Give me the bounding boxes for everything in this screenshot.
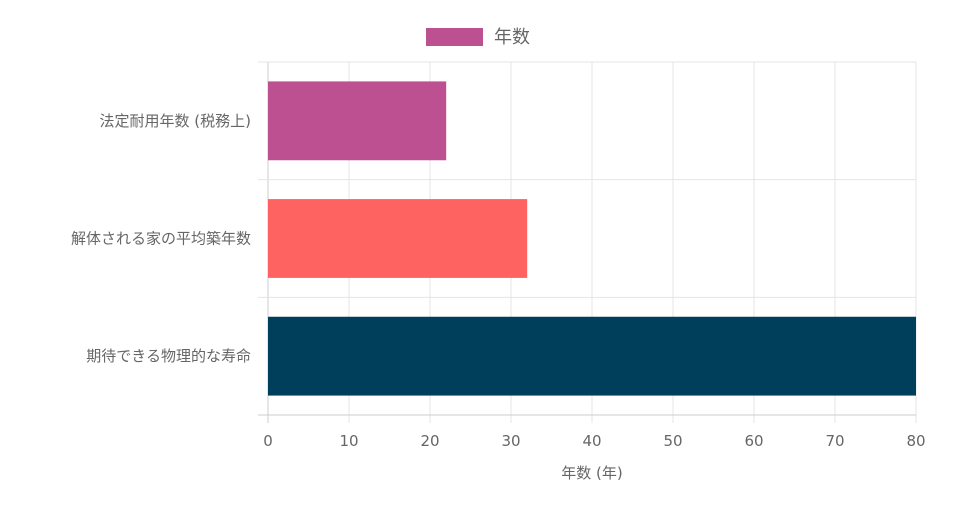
legend[interactable]: 年数	[426, 27, 530, 48]
y-tick-label: 期待できる物理的な寿命	[86, 347, 251, 365]
x-tick-label: 20	[420, 432, 439, 450]
x-tick-label: 30	[501, 432, 520, 450]
x-tick-label: 10	[339, 432, 358, 450]
bar[interactable]	[268, 81, 447, 161]
y-tick-label: 解体される家の平均築年数	[71, 230, 251, 248]
y-tick-label: 法定耐用年数 (税務上)	[100, 112, 251, 130]
bars	[268, 81, 916, 396]
x-tick-label: 0	[263, 432, 273, 450]
x-tick-label: 70	[825, 432, 844, 450]
x-tick-label: 80	[906, 432, 925, 450]
x-tick-label: 50	[663, 432, 682, 450]
bar[interactable]	[268, 199, 528, 278]
legend-label: 年数	[494, 27, 530, 48]
x-axis-title: 年数 (年)	[561, 464, 622, 482]
x-tick-label: 60	[744, 432, 763, 450]
x-tick-labels: 0 10 20 30 40 50 60 70 80	[263, 432, 925, 450]
bar[interactable]	[268, 316, 916, 396]
legend-swatch	[426, 28, 483, 46]
x-tick-label: 40	[582, 432, 601, 450]
